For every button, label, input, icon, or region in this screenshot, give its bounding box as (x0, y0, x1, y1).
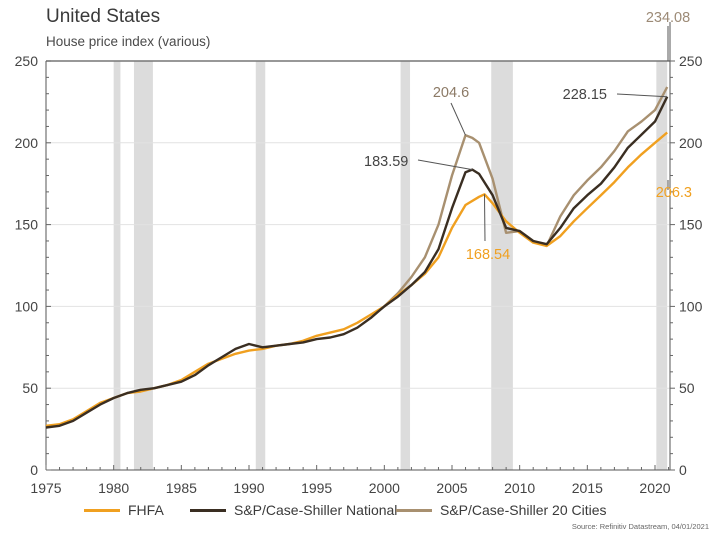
chart-title: United States (46, 6, 161, 27)
recession-band (400, 61, 411, 470)
y-tick-label-right: 100 (679, 298, 703, 314)
y-tick-label-right: 200 (679, 135, 703, 151)
recession-band (491, 61, 513, 470)
x-tick-label: 2015 (572, 480, 603, 496)
chart-subtitle: House price index (various) (46, 34, 211, 49)
axes: 0 0 50 50 100 100 150 150 200 200 250 250 1975 1980 19… (15, 22, 703, 496)
x-tick-label: 2005 (436, 480, 467, 496)
annotation-label: 168.54 (466, 247, 510, 263)
x-tick-label: 2020 (639, 480, 670, 496)
recession-band (656, 61, 668, 470)
annotation-leader (483, 194, 486, 242)
recession-band (113, 61, 121, 470)
line-chart: 0 0 50 50 100 100 150 150 200 200 250 250 1975 1980 19… (15, 10, 703, 496)
annotation-leader (616, 93, 668, 98)
series-line-s-p-case-shiller-national (45, 96, 669, 429)
legend-swatch-20-cities (396, 508, 432, 512)
y-tick-label-left: 250 (15, 53, 39, 69)
annotation-label: 234.08 (646, 10, 690, 26)
y-tick-label-right: 250 (679, 53, 703, 69)
y-tick-label-left: 0 (30, 462, 38, 478)
annotation-leader (417, 159, 473, 171)
x-tick-label: 1985 (166, 480, 197, 496)
x-tick-label: 2010 (504, 480, 535, 496)
y-tick-label-right: 50 (679, 380, 695, 396)
annotation-label: 228.15 (563, 87, 607, 103)
recession-bands (113, 61, 668, 470)
legend-label-20-cities: S&P/Case-Shiller 20 Cities (440, 502, 607, 518)
legend-swatch-fhfa (84, 508, 120, 512)
y-tick-label-left: 200 (15, 135, 39, 151)
gridlines (46, 60, 670, 389)
y-tick-label-left: 150 (15, 217, 39, 233)
annotation-label: 206.3 (656, 185, 692, 201)
recession-band (255, 61, 266, 470)
recession-band (133, 61, 153, 470)
legend-item-20-cities: S&P/Case-Shiller 20 Cities (396, 502, 607, 518)
legend-label-fhfa: FHFA (128, 502, 164, 518)
legend-label-national: S&P/Case-Shiller National (234, 502, 398, 518)
series-lines (45, 86, 669, 429)
y-tick-label-right: 150 (679, 217, 703, 233)
annotation-leader (450, 102, 466, 136)
x-tick-label: 2000 (369, 480, 400, 496)
series-line-s-p-case-shiller-20-cities (383, 86, 669, 308)
legend: FHFA S&P/Case-Shiller National S&P/Case-… (0, 502, 717, 520)
x-tick-label: 1990 (233, 480, 264, 496)
annotation-label: 183.59 (364, 154, 408, 170)
legend-item-national: S&P/Case-Shiller National (190, 502, 397, 518)
x-tick-label: 1980 (98, 480, 129, 496)
legend-swatch-national (190, 508, 226, 512)
y-tick-label-right: 0 (679, 462, 687, 478)
x-tick-label: 1975 (30, 480, 61, 496)
y-tick-label-left: 100 (15, 298, 39, 314)
annotation-label: 204.6 (433, 85, 469, 101)
y-tick-label-left: 50 (22, 380, 38, 396)
annotations: 204.6 183.59 168.54 234.08 228.15 206.3 (364, 10, 692, 263)
source-note: Source: Refinitiv Datastream, 04/01/2021 (571, 522, 709, 531)
legend-item-fhfa: FHFA (84, 502, 164, 518)
x-tick-label: 1995 (301, 480, 332, 496)
